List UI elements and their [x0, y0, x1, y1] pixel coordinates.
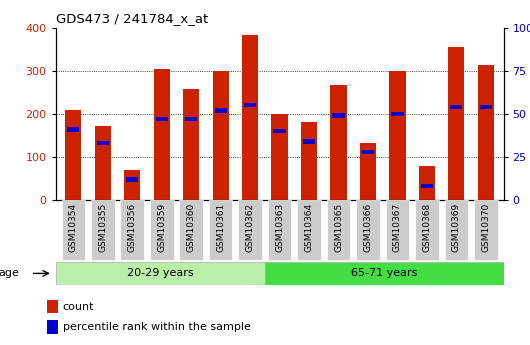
- FancyBboxPatch shape: [356, 200, 380, 260]
- Text: GSM10366: GSM10366: [364, 203, 373, 253]
- Text: GSM10355: GSM10355: [98, 203, 107, 253]
- FancyBboxPatch shape: [179, 200, 203, 260]
- Bar: [478, 65, 494, 200]
- Text: percentile rank within the sample: percentile rank within the sample: [63, 322, 251, 332]
- Bar: [67, 127, 80, 131]
- Bar: [65, 110, 82, 200]
- Text: GSM10365: GSM10365: [334, 203, 343, 253]
- FancyBboxPatch shape: [268, 200, 292, 260]
- FancyBboxPatch shape: [326, 200, 350, 260]
- FancyBboxPatch shape: [238, 200, 262, 260]
- Text: 20-29 years: 20-29 years: [127, 268, 193, 278]
- Bar: [332, 114, 344, 118]
- Bar: [264, 262, 504, 285]
- Bar: [47, 300, 58, 313]
- Bar: [360, 143, 376, 200]
- Bar: [126, 177, 138, 181]
- Bar: [480, 105, 492, 109]
- Text: GSM10359: GSM10359: [157, 203, 166, 253]
- Text: age: age: [0, 268, 20, 278]
- FancyBboxPatch shape: [91, 200, 114, 260]
- Text: GSM10361: GSM10361: [216, 203, 225, 253]
- Bar: [56, 262, 264, 285]
- FancyBboxPatch shape: [150, 200, 173, 260]
- Bar: [242, 35, 258, 200]
- Bar: [124, 170, 140, 200]
- Bar: [244, 103, 256, 107]
- Bar: [271, 114, 288, 200]
- FancyBboxPatch shape: [386, 200, 409, 260]
- FancyBboxPatch shape: [61, 200, 85, 260]
- Bar: [391, 112, 403, 116]
- Text: GSM10368: GSM10368: [422, 203, 431, 253]
- FancyBboxPatch shape: [120, 200, 144, 260]
- Bar: [154, 69, 170, 200]
- Text: GSM10363: GSM10363: [275, 203, 284, 253]
- Bar: [156, 117, 168, 121]
- Bar: [213, 71, 229, 200]
- Bar: [421, 184, 433, 188]
- Bar: [301, 122, 317, 200]
- Bar: [390, 71, 405, 200]
- Text: GSM10367: GSM10367: [393, 203, 402, 253]
- Text: GSM10354: GSM10354: [69, 203, 78, 252]
- Bar: [96, 141, 109, 145]
- FancyBboxPatch shape: [445, 200, 468, 260]
- FancyBboxPatch shape: [415, 200, 439, 260]
- Bar: [273, 129, 286, 133]
- Bar: [183, 89, 199, 200]
- Text: GSM10356: GSM10356: [128, 203, 137, 253]
- Bar: [330, 85, 347, 200]
- Text: GSM10369: GSM10369: [452, 203, 461, 253]
- Bar: [448, 47, 464, 200]
- Bar: [419, 167, 435, 200]
- Bar: [95, 126, 111, 200]
- Text: count: count: [63, 302, 94, 312]
- Text: GSM10364: GSM10364: [305, 203, 314, 252]
- FancyBboxPatch shape: [209, 200, 233, 260]
- Bar: [185, 117, 197, 121]
- Text: GSM10362: GSM10362: [245, 203, 254, 252]
- Bar: [450, 105, 463, 109]
- Text: GSM10360: GSM10360: [187, 203, 196, 253]
- Bar: [303, 139, 315, 144]
- Bar: [362, 150, 374, 154]
- Text: GSM10370: GSM10370: [481, 203, 490, 253]
- Bar: [215, 108, 227, 112]
- Text: 65-71 years: 65-71 years: [351, 268, 417, 278]
- FancyBboxPatch shape: [474, 200, 498, 260]
- Text: GDS473 / 241784_x_at: GDS473 / 241784_x_at: [56, 12, 208, 25]
- Bar: [47, 320, 58, 334]
- FancyBboxPatch shape: [297, 200, 321, 260]
